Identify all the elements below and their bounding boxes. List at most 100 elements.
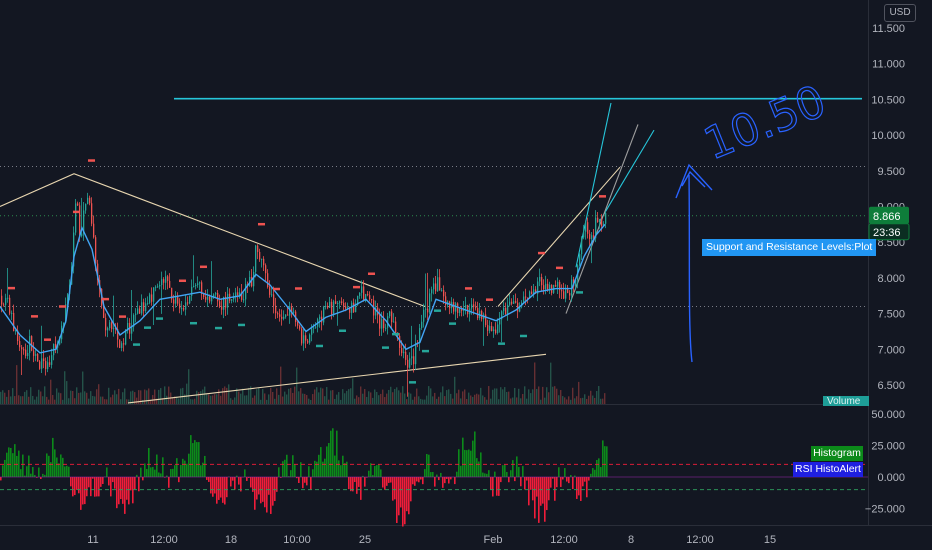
candle-body (177, 296, 179, 304)
oscillator-bar (118, 477, 120, 505)
candle-body (509, 301, 511, 305)
volume-bar (304, 393, 306, 404)
oscillator-bar (340, 465, 342, 477)
candle-body (59, 339, 61, 345)
resistance-mark (119, 315, 126, 318)
oscillator-bar (536, 477, 538, 497)
oscillator-levels (0, 463, 868, 491)
oscillator-bar (76, 477, 78, 490)
oscillator-bar (102, 477, 104, 484)
candle-body (103, 305, 105, 318)
oscillator-bar (260, 477, 262, 504)
volume-bar (520, 398, 522, 404)
time-tick-label: 10:00 (283, 534, 311, 546)
volume-bar (318, 392, 320, 404)
oscillator-bar (472, 440, 474, 477)
volume-bar (326, 387, 328, 404)
volume-bar (2, 390, 4, 404)
volume-bar (560, 390, 562, 404)
resistance-mark (353, 285, 360, 289)
oscillator-bar (526, 477, 528, 481)
candle-body (303, 335, 305, 344)
candle-body (525, 296, 527, 298)
candle-body (359, 292, 361, 296)
resistance-mark (88, 159, 95, 162)
oscillator-bar (314, 460, 316, 477)
oscillator-bar (166, 475, 168, 477)
oscillator-bar (30, 473, 32, 477)
candle-body (123, 343, 125, 345)
oscillator-bar (404, 477, 406, 525)
candle-body (207, 296, 209, 300)
candle-body (143, 302, 145, 312)
volume-bar (136, 397, 138, 404)
candle-body (231, 299, 233, 301)
volume-bar (500, 387, 502, 404)
oscillator-bar (158, 472, 160, 477)
oscillator-bar (580, 477, 582, 501)
oscillator-bar (468, 449, 470, 477)
oscillator-bar (236, 475, 238, 477)
oscillator-bar (358, 477, 360, 487)
volume-bar (44, 386, 46, 404)
candle-body (109, 322, 111, 329)
candle-body (265, 265, 267, 274)
oscillator-bar (62, 457, 64, 477)
candle-body (461, 308, 463, 311)
volume-bar (150, 399, 152, 404)
volume-bar (340, 399, 342, 404)
candle-body (243, 299, 245, 301)
volume-bar (146, 390, 148, 404)
candle-body (347, 307, 349, 309)
candle-body (45, 361, 47, 369)
oscillator-bar (320, 447, 322, 477)
candle-body (55, 343, 57, 348)
candle-body (193, 285, 195, 287)
volume-bar (564, 397, 566, 404)
resistance-mark (44, 338, 51, 341)
support-mark (156, 317, 163, 320)
oscillator-bar (436, 474, 438, 477)
volume-bar (384, 397, 386, 404)
volume-bar (346, 390, 348, 404)
volume-bar (48, 399, 50, 404)
oscillator-bar (384, 477, 386, 490)
resistance-mark (273, 287, 280, 291)
time-tick-label: 15 (764, 534, 776, 546)
volume-bar (22, 396, 24, 404)
candle-body (311, 328, 313, 335)
candle-body (363, 286, 365, 302)
candle-body (491, 326, 493, 332)
volume-bar (486, 399, 488, 404)
oscillator-bar (68, 466, 70, 477)
candle-body (137, 308, 139, 314)
candle-body (437, 277, 439, 292)
volume-bar (160, 388, 162, 404)
oscillator-bar (484, 473, 486, 477)
oscillator-bar (126, 477, 128, 500)
volume-bar (90, 391, 92, 404)
resistance-mark (59, 305, 66, 308)
candle-body (43, 358, 45, 362)
volume-bar (394, 388, 396, 404)
candle-body (73, 232, 75, 267)
currency-button[interactable]: USD (884, 4, 916, 22)
oscillator-bar (486, 473, 488, 477)
candle-body (581, 237, 583, 255)
volume-bar (148, 388, 150, 404)
oscillator-bar (240, 477, 242, 492)
candle-body (133, 314, 135, 327)
volume-bar (602, 398, 604, 404)
oscillator-bar (510, 470, 512, 477)
volume-bar (342, 389, 344, 404)
candle-body (277, 313, 279, 315)
oscillator-bar (558, 467, 560, 477)
volume-bar (604, 393, 606, 404)
oscillator-bar (382, 477, 384, 488)
candle-body (253, 271, 255, 287)
volume-bar (216, 394, 218, 404)
volume-bar (306, 395, 308, 404)
volume-bar (548, 392, 550, 404)
candle-body (487, 325, 489, 331)
oscillator-bar (568, 477, 570, 484)
